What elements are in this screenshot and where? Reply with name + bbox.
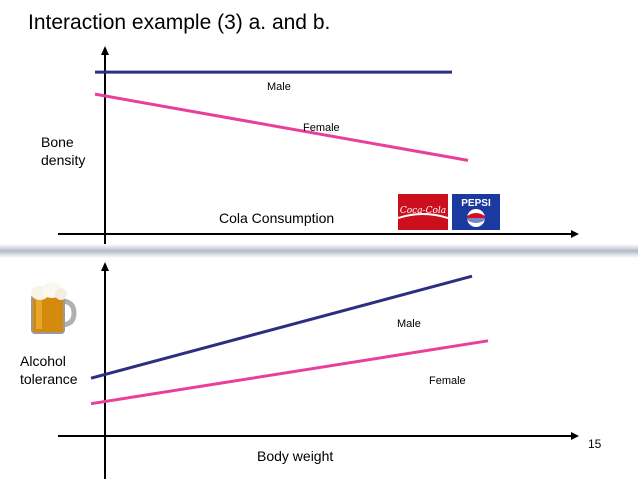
- y-axis-label-line: Alcohol: [20, 353, 66, 369]
- series-line-female: [94, 92, 469, 162]
- coca-cola-logo: Coca-Cola: [398, 194, 448, 230]
- x-axis-arrow: [571, 432, 579, 440]
- x-axis-label: Cola Consumption: [219, 210, 335, 226]
- y-axis-label-line: density: [41, 152, 86, 168]
- beer-mug-icon: [31, 282, 77, 334]
- series-label-female: Female: [429, 375, 466, 387]
- coca-cola-logo-text: Coca-Cola: [400, 206, 446, 216]
- series-line-female: [90, 339, 489, 406]
- chart-alcohol-tolerance: [58, 262, 579, 479]
- chart-bone-density: [58, 46, 579, 244]
- y-axis-label: Alcohol tolerance: [20, 352, 78, 388]
- y-axis-arrow: [101, 46, 109, 55]
- series-label-female: Female: [303, 122, 340, 134]
- y-axis-label: Bone density: [41, 133, 85, 169]
- x-axis-label: Body weight: [257, 448, 334, 464]
- pepsi-logo-text: PEPSI: [461, 198, 491, 209]
- series-line-male: [90, 274, 473, 380]
- series-label-male: Male: [267, 81, 291, 93]
- x-axis-arrow: [571, 230, 579, 238]
- y-axis-label-line: Bone: [41, 134, 74, 150]
- slide-title: Interaction example (3) a. and b.: [28, 11, 331, 34]
- y-axis-label-line: tolerance: [20, 371, 78, 387]
- pepsi-logo: PEPSI: [452, 194, 500, 230]
- y-axis-arrow: [101, 262, 109, 271]
- section-divider: [0, 244, 638, 258]
- series-label-male: Male: [397, 318, 421, 330]
- page-number: 15: [588, 437, 602, 451]
